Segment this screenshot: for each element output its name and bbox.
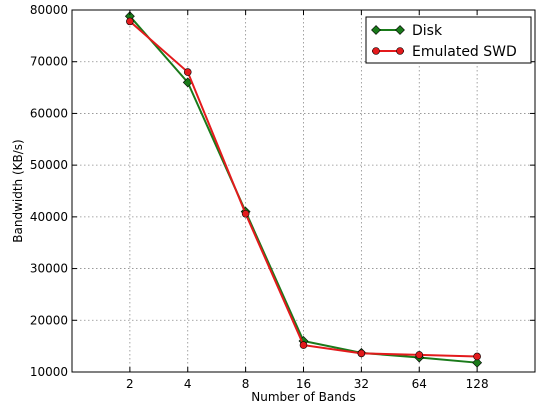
x-tick-label: 4 (184, 377, 192, 391)
y-tick-label: 30000 (30, 262, 68, 276)
y-axis-title: Bandwidth (KB/s) (11, 139, 25, 242)
x-tick-label: 16 (296, 377, 311, 391)
x-axis-title: Number of Bands (251, 390, 355, 404)
legend-marker (395, 25, 405, 35)
data-point (299, 341, 308, 349)
data-point (126, 17, 134, 26)
x-tick-label: 8 (242, 377, 250, 391)
axis-ticks: 2 4 8 16 32 64 128 10000 20000 30000 40000 50000 600… (30, 3, 535, 391)
y-tick-label: 80000 (30, 3, 68, 17)
legend-label: Emulated SWD (412, 44, 517, 60)
legend: Disk Emulated SWD (365, 16, 532, 64)
data-point (473, 352, 481, 361)
data-point (183, 68, 192, 76)
legend-label: Disk (412, 23, 443, 39)
legend-marker (372, 47, 380, 55)
x-tick-label: 2 (126, 377, 134, 391)
x-tick-label: 32 (354, 377, 369, 391)
y-tick-label: 50000 (30, 158, 68, 172)
y-tick-label: 70000 (30, 55, 68, 69)
y-tick-label: 20000 (30, 313, 68, 327)
legend-marker (371, 25, 381, 35)
data-point (415, 351, 424, 359)
y-tick-label: 60000 (30, 106, 68, 120)
data-point (241, 209, 250, 218)
legend-item: Disk (371, 23, 443, 39)
series-emulated-swd (126, 17, 481, 361)
y-tick-label: 40000 (30, 210, 68, 224)
x-tick-label: 128 (466, 377, 489, 391)
legend-marker (396, 47, 404, 55)
legend-box (365, 16, 532, 64)
legend-item: Emulated SWD (372, 44, 517, 60)
x-tick-label: 64 (412, 377, 427, 391)
data-point (357, 349, 366, 358)
y-tick-label: 10000 (30, 365, 68, 379)
grid (72, 9, 535, 373)
series-layer (124, 11, 483, 368)
